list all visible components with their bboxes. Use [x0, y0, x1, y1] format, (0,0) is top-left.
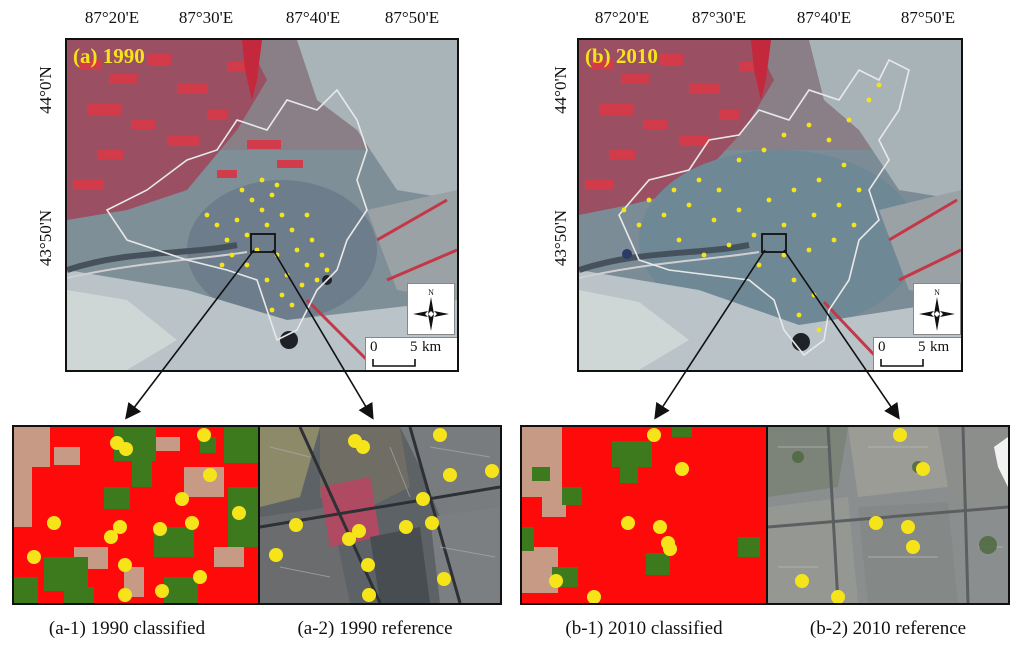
lon-label-b-2: 87°30'E: [691, 8, 747, 27]
lon-label-b-4: 87°50'E: [900, 8, 956, 27]
scale-bar: 0 5 km: [873, 337, 961, 370]
lon-label-a-4: 87°50'E: [384, 8, 440, 27]
caption-1990-classified: (a-1) 1990 classified: [48, 618, 206, 639]
caption-1990-reference: (a-2) 1990 reference: [297, 618, 453, 639]
panel-title-2010: (b) 2010: [585, 44, 658, 68]
north-letter: N: [934, 288, 940, 297]
lon-label-b-3: 87°40'E: [796, 8, 852, 27]
map-1990: (a) 1990 N 0 5 km: [65, 38, 459, 372]
scale-distance: 5: [918, 339, 926, 355]
inset-1990-classified: [12, 425, 260, 605]
map-2010: (b) 2010 N 0 5 km: [577, 38, 963, 372]
inset-2010-reference: [766, 425, 1010, 605]
scale-distance: 5: [410, 339, 418, 355]
inset-2010-classified: [520, 425, 768, 605]
scale-unit: km: [422, 339, 442, 355]
scale-zero: 0: [370, 339, 378, 355]
lon-label-a-2: 87°30'E: [178, 8, 234, 27]
zoom-arrows: [125, 249, 900, 420]
north-letter: N: [428, 288, 434, 297]
lon-label-a-1: 87°20'E: [84, 8, 140, 27]
panel-title-1990: (a) 1990: [73, 44, 145, 68]
scale-zero: 0: [878, 339, 886, 355]
scale-bar: 0 5 km: [365, 337, 457, 370]
scale-unit: km: [930, 339, 950, 355]
caption-2010-classified: (b-1) 2010 classified: [565, 618, 723, 639]
lon-label-a-3: 87°40'E: [285, 8, 341, 27]
lon-label-b-1: 87°20'E: [594, 8, 650, 27]
caption-2010-reference: (b-2) 2010 reference: [809, 618, 967, 639]
north-arrow: N: [407, 283, 455, 335]
inset-1990-reference: [258, 425, 502, 605]
north-arrow: N: [913, 283, 961, 335]
